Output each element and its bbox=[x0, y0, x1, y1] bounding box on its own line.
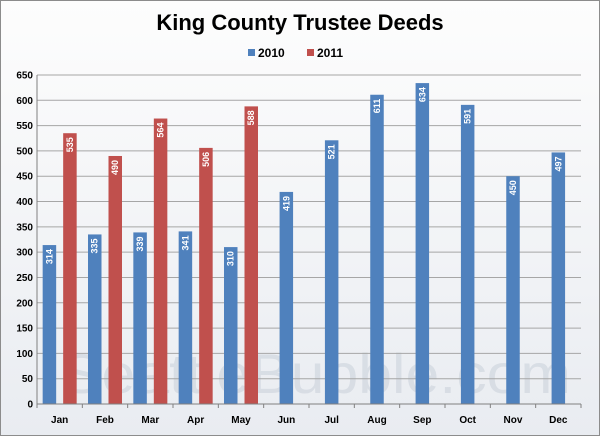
data-label: 419 bbox=[281, 196, 291, 211]
data-label: 341 bbox=[180, 235, 190, 250]
bar-2010-aug bbox=[370, 94, 384, 405]
chart-title: King County Trustee Deeds bbox=[156, 10, 443, 35]
x-tick-label: Dec bbox=[549, 415, 568, 426]
y-tick-label: 500 bbox=[16, 146, 33, 157]
x-tick-label: May bbox=[231, 415, 251, 426]
data-label: 588 bbox=[246, 110, 256, 125]
y-tick-label: 450 bbox=[16, 172, 33, 183]
x-tick-label: Aug bbox=[367, 415, 386, 426]
y-tick-label: 200 bbox=[16, 298, 33, 309]
x-tick-label: Nov bbox=[504, 415, 523, 426]
bar-2010-dec bbox=[551, 152, 566, 404]
legend-swatch-2010 bbox=[248, 49, 255, 56]
data-label: 497 bbox=[553, 156, 563, 171]
data-label: 634 bbox=[417, 87, 427, 102]
data-label: 535 bbox=[65, 137, 75, 152]
bar-2010-sep bbox=[415, 83, 430, 405]
y-tick-label: 650 bbox=[16, 71, 33, 82]
bar-2010-may bbox=[224, 247, 238, 404]
data-label: 490 bbox=[110, 160, 120, 175]
x-tick-label: Sep bbox=[413, 415, 431, 426]
data-label: 335 bbox=[90, 238, 100, 253]
y-tick-label: 250 bbox=[16, 273, 33, 284]
y-tick-label: 100 bbox=[16, 349, 33, 360]
bar-2010-jun bbox=[279, 191, 294, 404]
data-label: 339 bbox=[135, 236, 145, 251]
bars: 314 535 335 490 339 564 341 506 310 588 419 521 611 6… bbox=[42, 83, 566, 405]
data-label: 450 bbox=[508, 180, 518, 195]
legend-label-2010: 2010 bbox=[258, 46, 285, 60]
y-tick-label: 600 bbox=[16, 96, 33, 107]
legend: 2010 2011 bbox=[248, 46, 343, 60]
x-tick-label: Apr bbox=[187, 415, 204, 426]
x-tick-label: Jul bbox=[324, 415, 339, 426]
y-tick-label: 550 bbox=[16, 121, 33, 132]
bar-2010-feb bbox=[88, 234, 102, 404]
bar-2011-apr bbox=[199, 147, 213, 404]
data-label: 314 bbox=[44, 249, 54, 264]
legend-swatch-2011 bbox=[307, 49, 314, 56]
axes: 0 50 100 150 200 250 300 350 400 450 500 550 600 650 J… bbox=[16, 71, 582, 426]
data-label: 506 bbox=[201, 152, 211, 167]
y-tick-label: 350 bbox=[16, 222, 33, 233]
bar-2011-mar bbox=[153, 118, 168, 404]
bar-2011-jan bbox=[63, 133, 77, 404]
data-label: 591 bbox=[463, 109, 473, 124]
y-tick-label: 0 bbox=[27, 400, 33, 411]
bar-2011-feb bbox=[108, 155, 122, 404]
x-tick-label: Feb bbox=[96, 415, 114, 426]
data-label: 564 bbox=[156, 123, 166, 138]
bar-2010-apr bbox=[178, 231, 193, 404]
y-tick-label: 300 bbox=[16, 248, 33, 259]
bar-2011-may bbox=[244, 106, 258, 405]
y-tick-label: 150 bbox=[16, 324, 33, 335]
data-label: 521 bbox=[327, 144, 337, 159]
x-tick-label: Oct bbox=[459, 415, 476, 426]
gridlines bbox=[37, 74, 581, 380]
x-tick-label: Jan bbox=[51, 415, 68, 426]
y-tick-label: 50 bbox=[22, 374, 34, 385]
x-tick-label: Mar bbox=[141, 415, 159, 426]
y-tick-label: 400 bbox=[16, 197, 33, 208]
x-tick-label: Jun bbox=[277, 415, 295, 426]
bar-2010-nov bbox=[506, 176, 520, 404]
data-label: 310 bbox=[226, 251, 236, 266]
bar-2010-jul bbox=[324, 140, 339, 405]
bar-2010-jan bbox=[42, 245, 57, 404]
bar-2010-mar bbox=[133, 232, 147, 404]
bar-2010-oct bbox=[460, 104, 475, 405]
legend-label-2011: 2011 bbox=[317, 46, 343, 60]
data-label: 611 bbox=[372, 99, 382, 114]
